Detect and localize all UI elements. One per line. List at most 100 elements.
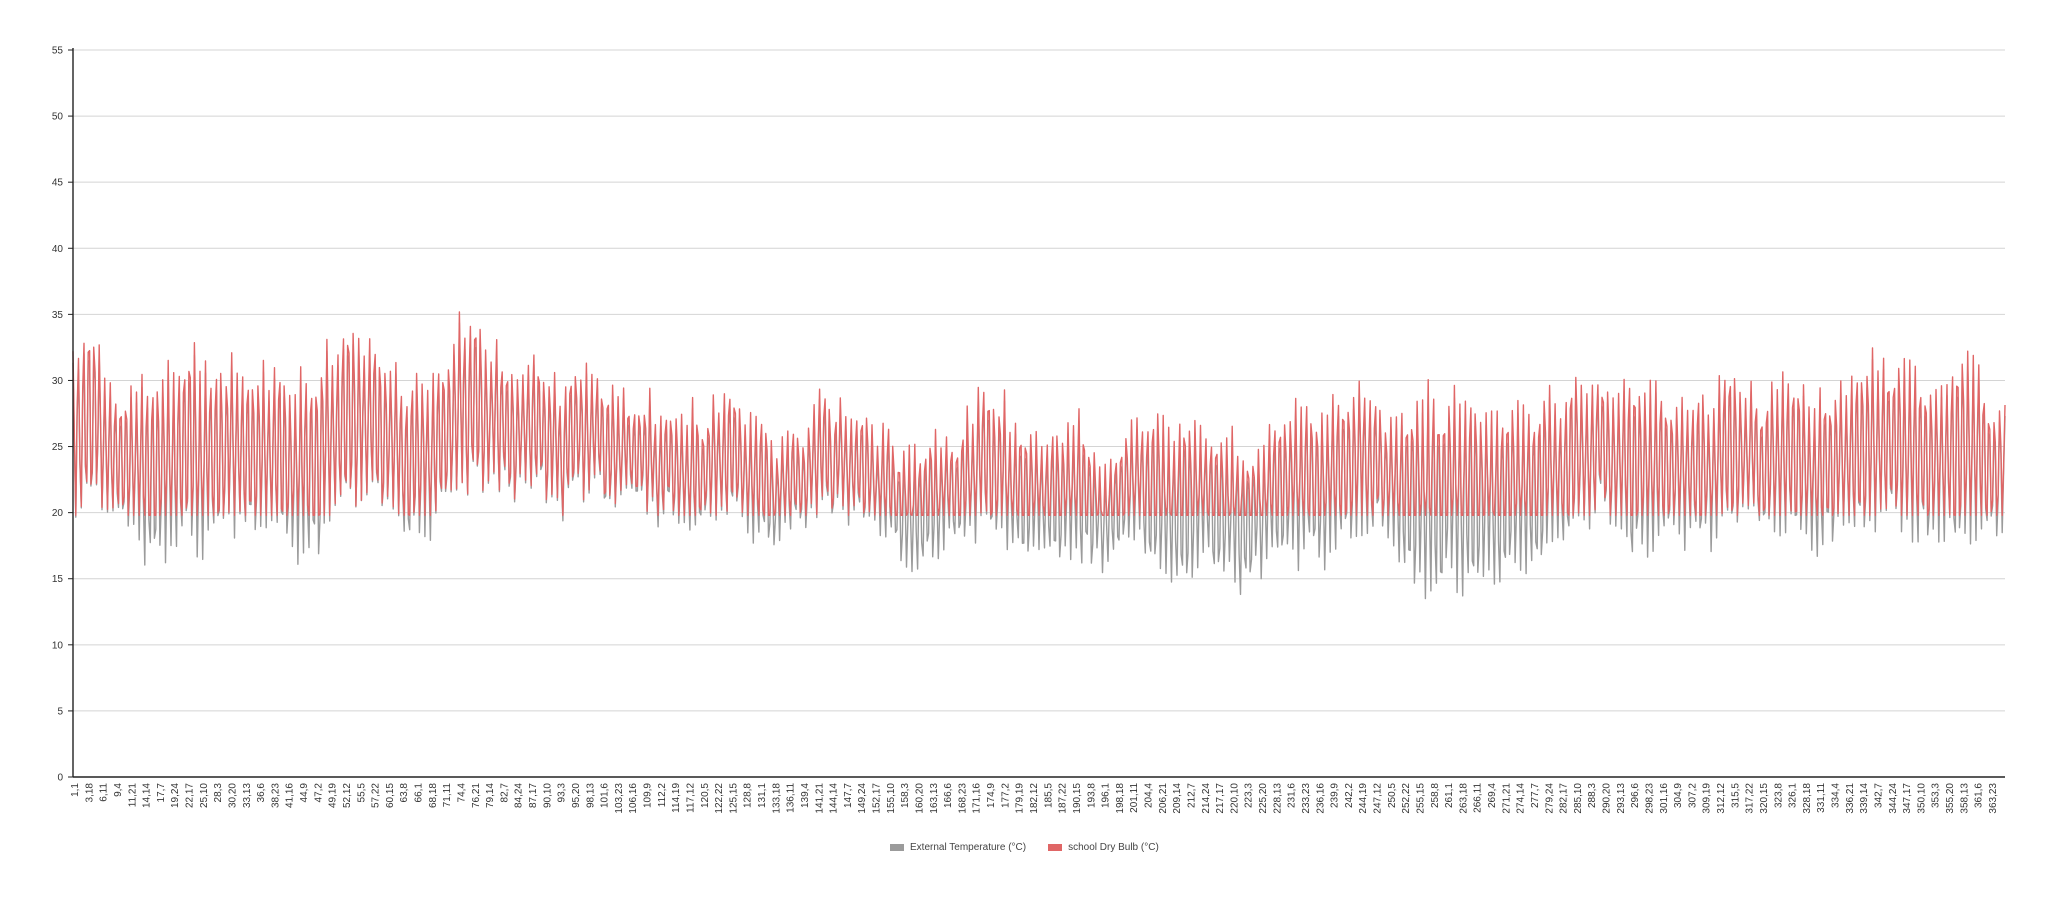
x-tick-label: 344,24	[1888, 783, 1899, 814]
x-tick-label: 279,24	[1544, 783, 1555, 814]
x-tick-label: 334,4	[1831, 783, 1842, 808]
y-axis-ticks: 0 5 10 15 20 25 30 35 40 45 50 55	[52, 46, 73, 784]
x-tick-label: 160,20	[915, 783, 926, 814]
x-tick-label: 225,20	[1258, 783, 1269, 814]
x-tick-label: 133,18	[771, 783, 782, 814]
legend-item-school: school Dry Bulb (°C)	[1048, 842, 1159, 853]
x-tick-label: 331,11	[1816, 783, 1827, 813]
x-tick-label: 25,10	[199, 783, 210, 808]
x-tick-label: 44,9	[299, 783, 310, 803]
y-tick-label: 45	[52, 178, 64, 189]
x-tick-label: 315,5	[1730, 783, 1741, 808]
x-tick-label: 109,9	[643, 783, 654, 808]
x-axis-ticks: 1,1 3,18 6,11 9,4 11,21 14,14 17,7 19,24 22,17 25…	[70, 783, 1999, 814]
x-tick-label: 223,3	[1244, 783, 1255, 808]
x-tick-label: 52,12	[342, 783, 353, 808]
x-tick-label: 282,17	[1559, 783, 1570, 814]
x-tick-label: 312,12	[1716, 783, 1727, 814]
x-tick-label: 320,15	[1759, 783, 1770, 814]
x-tick-label: 239,9	[1330, 783, 1341, 808]
x-tick-label: 98,13	[585, 783, 596, 808]
x-tick-label: 149,24	[857, 783, 868, 814]
x-tick-label: 33,13	[242, 783, 253, 808]
x-tick-label: 11,21	[127, 783, 138, 808]
x-tick-label: 323,8	[1773, 783, 1784, 808]
x-tick-label: 288,3	[1587, 783, 1598, 808]
x-tick-label: 141,21	[814, 783, 825, 814]
x-tick-label: 271,21	[1501, 783, 1512, 814]
x-tick-label: 171,16	[972, 783, 983, 814]
x-tick-label: 60,15	[385, 783, 396, 808]
legend-label-school: school Dry Bulb (°C)	[1068, 842, 1159, 853]
x-tick-label: 84,24	[514, 783, 525, 808]
x-tick-label: 350,10	[1916, 783, 1927, 814]
x-tick-label: 252,22	[1401, 783, 1412, 814]
x-tick-label: 231,6	[1287, 783, 1298, 808]
x-tick-label: 6,11	[99, 783, 110, 802]
x-tick-label: 30,20	[227, 783, 238, 808]
y-tick-label: 15	[52, 574, 64, 585]
x-tick-label: 9,4	[113, 783, 124, 797]
x-tick-label: 17,7	[156, 783, 167, 803]
y-tick-label: 50	[52, 112, 64, 123]
x-tick-label: 198,18	[1115, 783, 1126, 814]
x-tick-label: 79,14	[485, 783, 496, 808]
x-tick-label: 182,12	[1029, 783, 1040, 814]
x-tick-label: 339,14	[1859, 783, 1870, 814]
x-tick-label: 342,7	[1874, 783, 1885, 808]
x-tick-label: 244,19	[1358, 783, 1369, 814]
x-tick-label: 296,6	[1630, 783, 1641, 808]
x-tick-label: 155,10	[886, 783, 897, 814]
x-tick-label: 101,6	[600, 783, 611, 808]
x-tick-label: 269,4	[1487, 783, 1498, 808]
x-tick-label: 87,17	[528, 783, 539, 808]
x-tick-label: 242,2	[1344, 783, 1355, 808]
x-tick-label: 214,24	[1201, 783, 1212, 814]
x-tick-label: 301,16	[1659, 783, 1670, 814]
x-tick-label: 290,20	[1602, 783, 1613, 814]
x-tick-label: 166,6	[943, 783, 954, 808]
x-tick-label: 317,22	[1745, 783, 1756, 814]
x-tick-label: 336,21	[1845, 783, 1856, 814]
x-tick-label: 217,17	[1215, 783, 1226, 814]
x-tick-label: 103,23	[614, 783, 625, 814]
x-tick-label: 293,13	[1616, 783, 1627, 814]
x-tick-label: 347,17	[1902, 783, 1913, 814]
x-tick-label: 355,20	[1945, 783, 1956, 814]
x-tick-label: 139,4	[800, 783, 811, 808]
x-tick-label: 114,19	[671, 783, 682, 813]
x-tick-label: 147,7	[843, 783, 854, 808]
x-tick-label: 55,5	[356, 783, 367, 803]
x-tick-label: 152,17	[872, 783, 883, 814]
x-tick-label: 131,1	[757, 783, 768, 808]
x-tick-label: 258,8	[1430, 783, 1441, 808]
x-tick-label: 1,1	[70, 783, 81, 797]
y-tick-label: 55	[52, 46, 64, 57]
legend: External Temperature (°C) school Dry Bul…	[890, 842, 1159, 853]
x-tick-label: 220,10	[1229, 783, 1240, 814]
y-tick-label: 30	[52, 376, 64, 387]
x-tick-label: 63,8	[399, 783, 410, 803]
x-tick-label: 209,14	[1172, 783, 1183, 814]
x-tick-label: 201,11	[1129, 783, 1140, 813]
x-tick-label: 93,3	[557, 783, 568, 803]
x-tick-label: 212,7	[1186, 783, 1197, 808]
x-tick-label: 66,1	[414, 783, 425, 803]
x-tick-label: 263,18	[1458, 783, 1469, 814]
x-tick-label: 117,12	[686, 783, 697, 813]
x-tick-label: 49,19	[328, 783, 339, 808]
x-tick-label: 187,22	[1058, 783, 1069, 814]
x-tick-label: 28,3	[213, 783, 224, 803]
x-tick-label: 41,16	[285, 783, 296, 808]
x-tick-label: 177,2	[1000, 783, 1011, 808]
x-tick-label: 204,4	[1144, 783, 1155, 808]
x-tick-label: 361,6	[1974, 783, 1985, 808]
x-tick-label: 128,8	[743, 783, 754, 808]
x-tick-label: 196,1	[1101, 783, 1112, 808]
x-tick-label: 274,14	[1516, 783, 1527, 814]
x-tick-label: 14,14	[142, 783, 153, 808]
y-tick-label: 35	[52, 310, 64, 321]
y-tick-label: 25	[52, 442, 64, 453]
x-tick-label: 328,18	[1802, 783, 1813, 814]
x-tick-label: 122,22	[714, 783, 725, 814]
